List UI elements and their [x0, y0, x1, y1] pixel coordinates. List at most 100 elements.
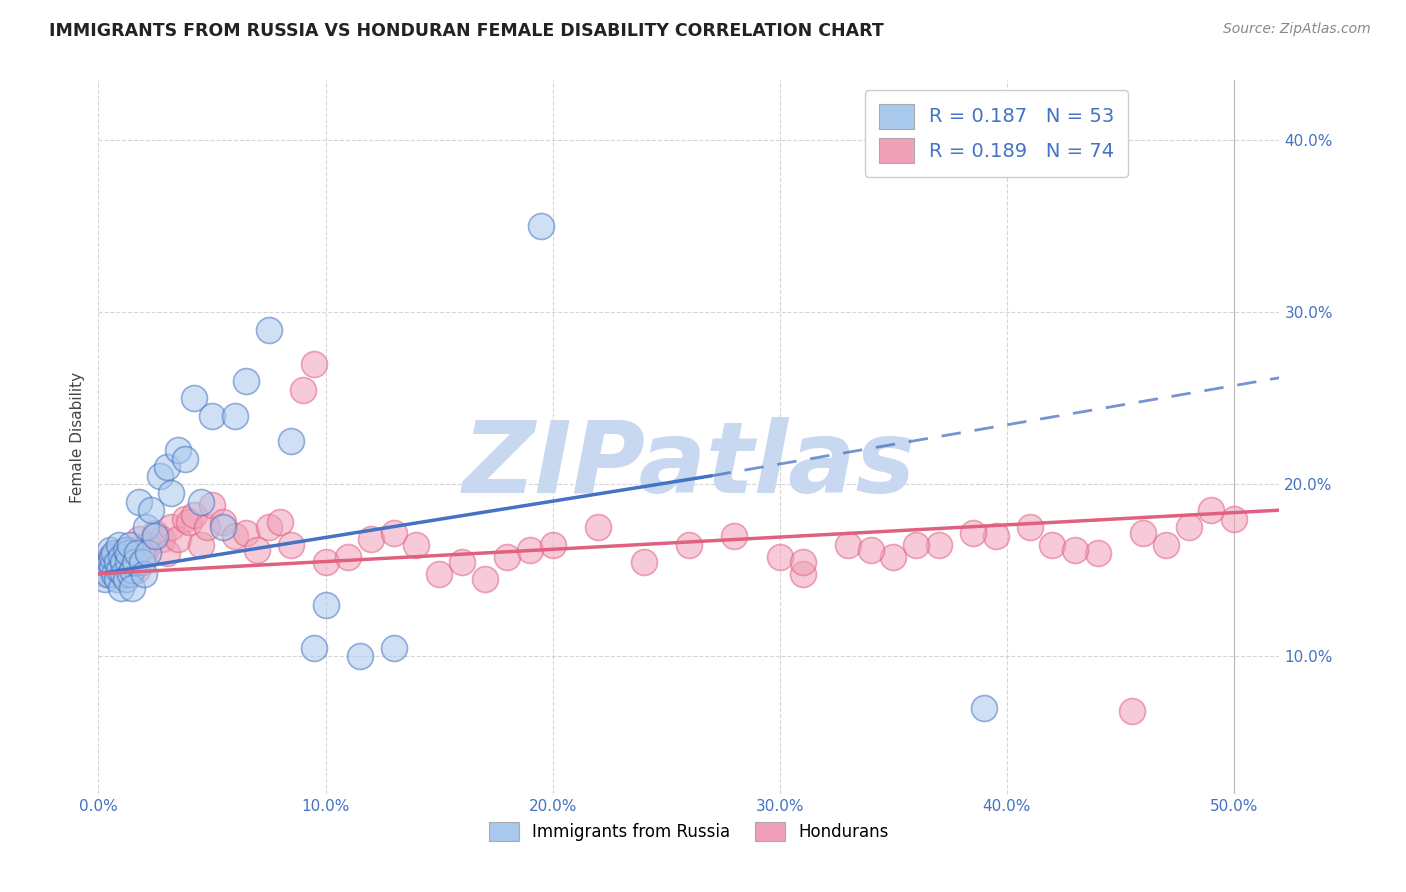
Point [280, 537, 302, 551]
Point [101, 549, 124, 564]
Point [96, 566, 118, 581]
Point [382, 525, 405, 540]
Point [103, 546, 125, 560]
Point [530, 219, 553, 234]
Point [633, 555, 655, 569]
Point [96, 555, 118, 569]
Point [124, 542, 146, 557]
Point [112, 555, 135, 569]
Point [117, 555, 139, 569]
Point [450, 555, 472, 569]
Point [149, 468, 172, 483]
Point [792, 566, 814, 581]
Point [94, 566, 117, 581]
Point [337, 549, 360, 564]
Point [496, 549, 519, 564]
Point [349, 649, 371, 664]
Point [723, 529, 745, 543]
Point [110, 549, 132, 564]
Point [173, 451, 195, 466]
Point [302, 357, 325, 371]
Point [183, 392, 205, 406]
Point [94, 572, 117, 586]
Point [103, 566, 125, 581]
Point [139, 503, 162, 517]
Point [792, 555, 814, 569]
Point [91, 560, 114, 574]
Point [125, 546, 148, 560]
Point [962, 525, 984, 540]
Point [125, 563, 148, 577]
Point [905, 537, 928, 551]
Point [150, 533, 173, 547]
Point [114, 542, 136, 557]
Point [160, 520, 183, 534]
Point [110, 581, 132, 595]
Point [859, 542, 882, 557]
Point [246, 542, 269, 557]
Point [120, 537, 142, 551]
Point [108, 563, 131, 577]
Point [117, 555, 139, 569]
Text: IMMIGRANTS FROM RUSSIA VS HONDURAN FEMALE DISABILITY CORRELATION CHART: IMMIGRANTS FROM RUSSIA VS HONDURAN FEMAL… [49, 22, 884, 40]
Point [224, 409, 246, 423]
Point [291, 383, 314, 397]
Point [201, 409, 224, 423]
Point [973, 701, 995, 715]
Point [882, 549, 904, 564]
Point [135, 520, 157, 534]
Point [167, 442, 190, 457]
Point [91, 563, 114, 577]
Point [103, 555, 125, 569]
Point [586, 520, 609, 534]
Point [155, 546, 177, 560]
Point [143, 529, 166, 543]
Point [928, 537, 950, 551]
Point [201, 498, 224, 512]
Point [105, 546, 128, 560]
Point [101, 563, 124, 577]
Point [121, 549, 143, 564]
Point [110, 549, 132, 564]
Point [132, 566, 155, 581]
Point [474, 572, 496, 586]
Point [108, 537, 131, 551]
Point [179, 515, 201, 529]
Point [128, 533, 150, 547]
Point [105, 555, 128, 569]
Point [132, 546, 155, 560]
Point [315, 598, 337, 612]
Point [167, 533, 190, 547]
Point [280, 434, 302, 449]
Point [1040, 537, 1063, 551]
Point [121, 581, 143, 595]
Point [678, 537, 700, 551]
Point [143, 525, 166, 540]
Point [269, 515, 291, 529]
Text: ZIPatlas: ZIPatlas [463, 417, 915, 514]
Point [98, 542, 121, 557]
Point [112, 555, 135, 569]
Point [124, 555, 146, 569]
Point [173, 512, 195, 526]
Point [155, 460, 177, 475]
Point [427, 566, 450, 581]
Point [117, 546, 139, 560]
Point [131, 555, 153, 569]
Point [1223, 512, 1246, 526]
Point [197, 520, 219, 534]
Point [98, 549, 121, 564]
Point [120, 560, 142, 574]
Point [1154, 537, 1177, 551]
Point [190, 537, 212, 551]
Y-axis label: Female Disability: Female Disability [70, 371, 86, 503]
Point [212, 520, 235, 534]
Point [235, 525, 257, 540]
Point [120, 566, 142, 581]
Point [98, 555, 121, 569]
Point [212, 515, 235, 529]
Point [984, 529, 1007, 543]
Point [160, 486, 183, 500]
Point [112, 566, 135, 581]
Point [183, 508, 205, 523]
